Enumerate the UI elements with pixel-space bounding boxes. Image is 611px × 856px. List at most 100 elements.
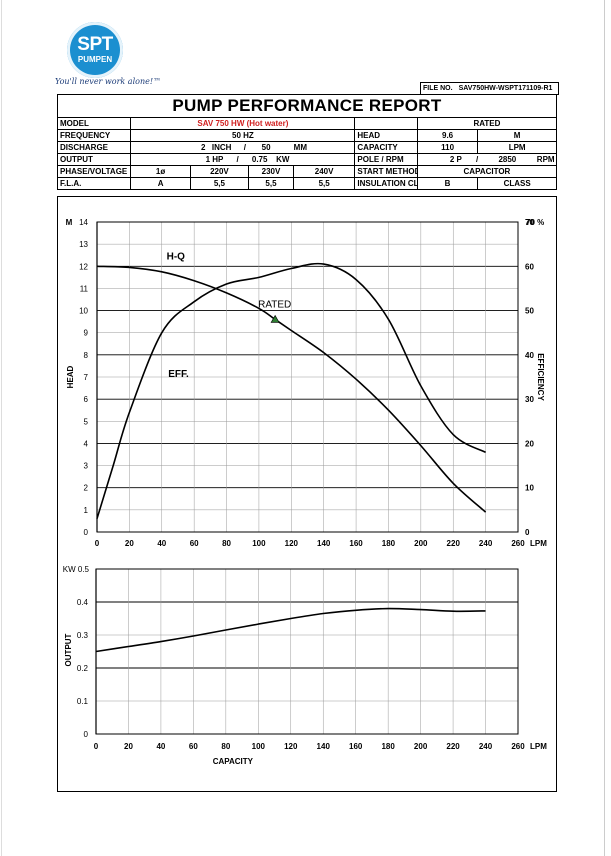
x-tick-label: 260 [511,742,525,751]
voltage-1: 220V [189,165,250,178]
discharge-inch-unit: INCH [211,143,232,152]
y-tick-label: 0.1 [77,697,89,706]
y2-tick-label: 70 [525,218,534,227]
y-tick-label: 1 [84,506,89,515]
y-unit-label: M [66,218,73,227]
y2-tick-label: 20 [525,439,534,448]
x-tick-label: 220 [446,742,460,751]
y2-tick-label: 40 [525,351,534,360]
x-tick-label: 220 [447,539,461,548]
discharge-inch: 2 [200,143,206,152]
y-tick-label: 0.4 [77,598,89,607]
plot-area-border [95,568,519,735]
y-tick-label: 14 [79,218,88,227]
efficiency-curve [96,262,486,519]
x-axis-title: LPM [530,742,547,751]
x-tick-label: 260 [511,539,525,548]
x-tick-label: 140 [317,742,331,751]
report-title: PUMP PERFORMANCE REPORT [58,95,556,118]
x-tick-label: 140 [317,539,331,548]
y-tick-label: 0.3 [77,631,89,640]
y-tick-label: 4 [84,439,89,448]
y2-tick-label: 10 [525,484,534,493]
y2-axis-title: EFFICIENCY [536,353,545,401]
x-tick-label: 160 [349,539,363,548]
x-tick-label: 160 [349,742,363,751]
x-tick-label: 20 [125,539,134,548]
x-tick-label: 80 [221,742,230,751]
hq-series-label: H-Q [167,252,186,263]
x-tick-label: 60 [190,539,199,548]
pole-cell: 2 P / 2850 RPM [416,153,556,166]
discharge-mm: 50 [261,143,271,152]
x-tick-label: 80 [222,539,231,548]
efficiency-series-label: EFF. [168,369,189,380]
x-tick-label: 20 [124,742,133,751]
logo-brand: SPT [77,34,113,55]
x-tick-label: 180 [382,539,396,548]
insulation-unit: CLASS [477,177,556,189]
discharge-separator: / [243,143,246,152]
rated-point-marker [270,314,280,323]
chart-frame [57,196,557,792]
y2-tick-label: 50 [525,307,534,316]
row-fla: F.L.A. A 5,5 5,5 5,5 INSULATION CLASS B … [58,177,556,189]
logo-slogan: You'll never work alone!™ [55,77,162,86]
x-tick-label: 200 [414,742,428,751]
x-tick-label: 200 [414,539,428,548]
file-number-value: SAV750HW-WSPT171109-R1 [458,85,553,92]
y-unit-label: KW 0.5 [63,565,90,574]
x-tick-label: 240 [479,742,493,751]
x-tick-label: 40 [156,742,165,751]
y-tick-label: 13 [79,240,88,249]
phase-value: 1ø [130,165,191,178]
discharge-mm-unit: MM [293,143,307,152]
y2-unit-label: 70 % [526,218,544,227]
y2-tick-label: 0 [525,528,530,537]
file-number-label: FILE NO. [423,85,453,92]
y2-tick-label: 60 [525,262,534,271]
start-method-label: START METHOD [354,165,418,178]
x-tick-label: 100 [252,539,266,548]
y-tick-label: 7 [84,373,89,382]
x-tick-label: 100 [252,742,266,751]
report-header: PUMP PERFORMANCE REPORT MODEL SAV 750 HW… [57,94,557,190]
pole-value: 2 P [449,155,462,164]
spec-table: MODEL SAV 750 HW (Hot water) RATED FREQU… [58,118,556,189]
x-axis-caption: CAPACITY [213,757,254,766]
output-hp: 1 HP [205,155,224,164]
y-axis-title: OUTPUT [64,633,73,666]
y-tick-label: 3 [84,462,89,471]
rated-point-label: RATED [258,299,291,310]
y-tick-label: 9 [84,329,89,338]
output-curve [95,607,486,653]
y-axis-title: HEAD [66,365,75,388]
x-tick-label: 0 [94,742,99,751]
x-tick-label: 40 [157,539,166,548]
fla-1: 5,5 [189,177,250,189]
y-tick-label: 0 [84,730,89,739]
y2-tick-label: 30 [525,395,534,404]
x-tick-label: 60 [189,742,198,751]
logo-sub: PUMPEN [77,55,113,64]
y-tick-label: 0 [84,528,89,537]
row-output: OUTPUT 1 HP / 0.75 KW POLE / RPM 2 P / 2… [58,153,556,166]
row-phase: PHASE/VOLTAGE 1ø 220V 230V 240V START ME… [58,165,556,178]
voltage-2: 230V [248,165,294,178]
output-power-chart: 0 0.1 0.2 0.3 0.4 KW 0.5 0 20 40 60 80 100 120 140 160… [63,565,547,766]
page-edge-left [1,0,2,856]
insulation-label: INSULATION CLASS [354,177,418,189]
x-tick-label: 120 [285,539,299,548]
fla-2: 5,5 [248,177,294,189]
page-edge-right [604,0,605,856]
x-tick-label: 180 [381,742,395,751]
pole-separator: / [475,155,479,164]
y-tick-label: 5 [84,417,89,426]
y-tick-label: 11 [80,284,89,293]
x-axis-title: LPM [530,539,547,548]
x-tick-label: 0 [95,539,100,548]
x-tick-label: 120 [284,742,298,751]
fla-unit: A [130,177,191,189]
company-logo: SPT PUMPEN You'll never work alone!™ [55,22,165,90]
